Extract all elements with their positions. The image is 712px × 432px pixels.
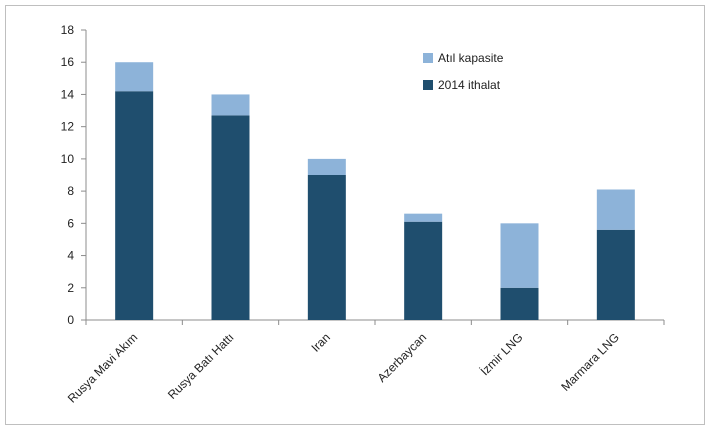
category-label: İzmir LNG [478,330,526,378]
legend-swatch [423,80,433,90]
bars [115,62,635,320]
bar-idle-capacity [596,189,635,230]
bar-import [115,91,154,320]
y-tick-label: 18 [61,23,75,37]
bar-idle-capacity [500,223,539,288]
axes [81,29,665,325]
category-label: Azerbaycan [375,330,430,385]
bar-idle-capacity [404,213,443,222]
legend-label: 2014 ithalat [438,78,501,92]
bar-idle-capacity [115,62,154,92]
y-tick-label: 0 [67,313,74,327]
bar-import [307,175,346,320]
category-label: Marmara LNG [558,330,622,394]
y-tick-label: 8 [67,184,74,198]
bar-import [404,221,443,320]
category-labels: Rusya Mavi Akım Rusya Batı Hattı Iran Azerb… [65,330,622,405]
bar-import [500,287,539,320]
y-tick-label: 10 [61,152,75,166]
legend: Atıl kapasite 2014 ithalat [423,51,504,92]
bar-idle-capacity [211,94,250,116]
category-label: Iran [308,330,333,355]
legend-label: Atıl kapasite [438,51,504,65]
y-tick-label: 12 [61,120,75,134]
bar-idle-capacity [307,158,346,175]
y-tick-label: 2 [67,281,74,295]
bar-import [596,229,635,320]
y-tick-label: 14 [61,87,75,101]
legend-swatch [423,53,433,63]
y-tick-label: 16 [61,55,75,69]
category-label: Rusya Batı Hattı [165,330,237,402]
tick-labels: 0 2 4 6 8 10 12 14 16 18 [61,23,75,327]
category-label: Rusya Mavi Akım [65,330,140,405]
bar-import [211,115,250,320]
y-tick-label: 4 [67,249,74,263]
y-tick-label: 6 [67,216,74,230]
